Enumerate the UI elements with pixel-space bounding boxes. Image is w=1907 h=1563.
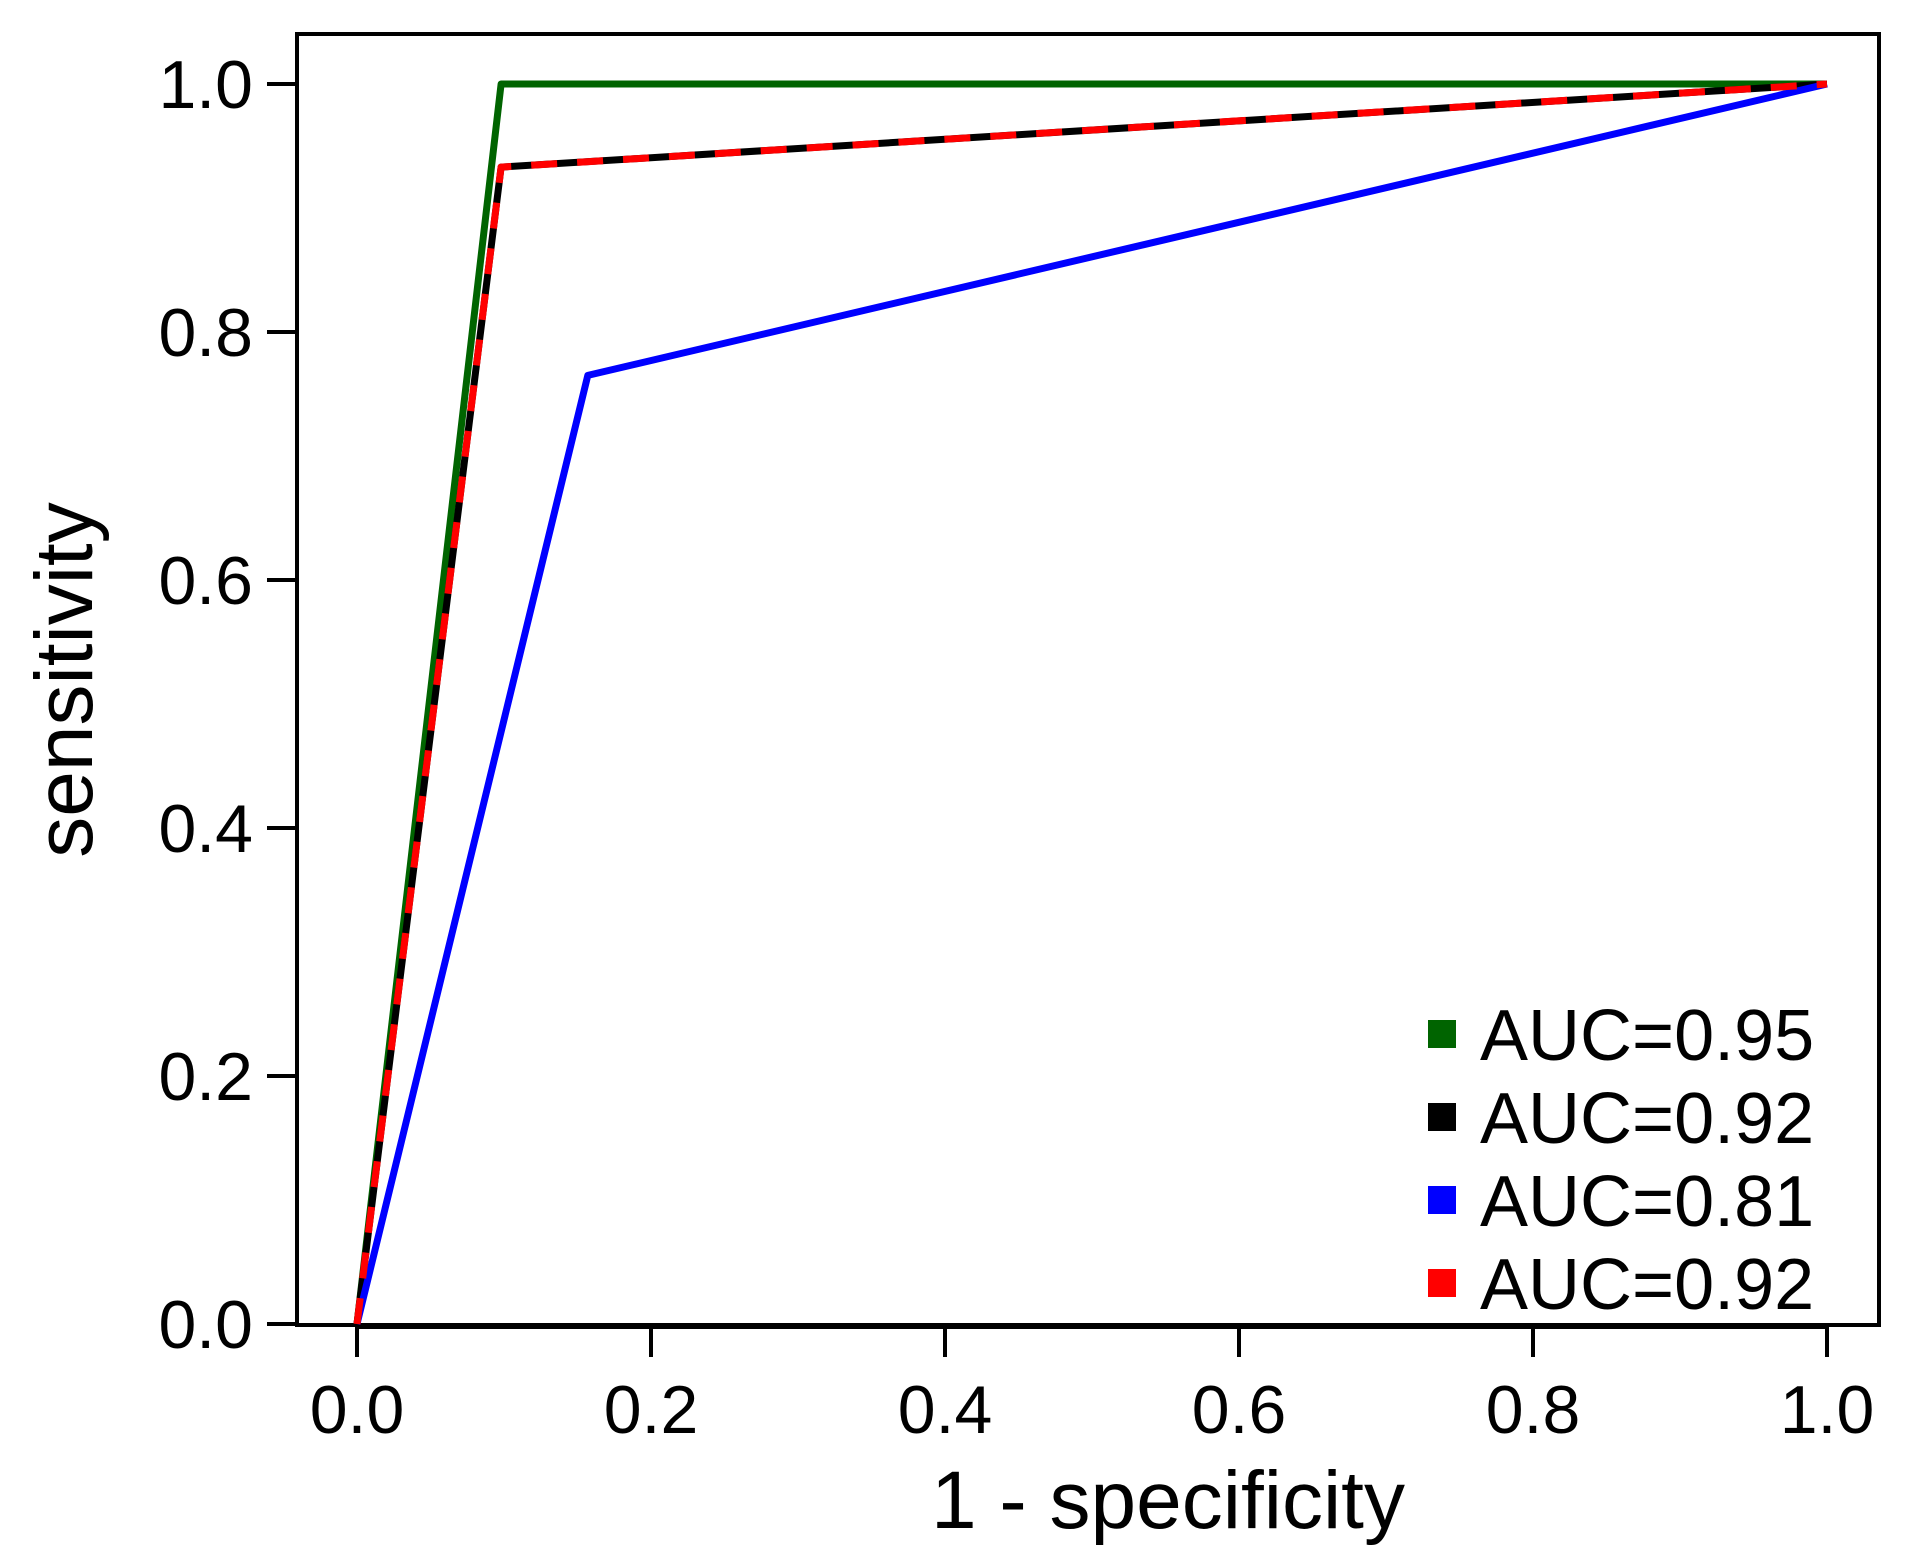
y-axis: 0.0 0.2 0.4 0.6 0.8 1.0 — [158, 47, 299, 1363]
legend-label: AUC=0.95 — [1480, 996, 1814, 1076]
y-tick-label: 0.4 — [158, 791, 253, 867]
x-tick-label: 1.0 — [1780, 1372, 1875, 1448]
x-tick-label: 0.6 — [1192, 1372, 1287, 1448]
legend-label: AUC=0.92 — [1480, 1245, 1814, 1325]
series-line-4 — [353, 80, 1828, 1325]
y-axis-label: sensitivity — [19, 502, 110, 857]
series-layer — [353, 80, 1828, 1325]
y-tick-label: 0.8 — [158, 295, 253, 371]
y-tick-label: 0.6 — [158, 543, 253, 619]
legend-label: AUC=0.92 — [1480, 1079, 1814, 1159]
legend-swatch — [1428, 1020, 1456, 1048]
legend-swatch — [1428, 1103, 1456, 1131]
x-tick-label: 0.2 — [604, 1372, 699, 1448]
y-tick-label: 1.0 — [158, 47, 253, 123]
x-tick-label: 0.4 — [898, 1372, 993, 1448]
y-tick-label: 0.0 — [158, 1287, 253, 1363]
x-tick-label: 0.8 — [1486, 1372, 1581, 1448]
x-axis: 0.0 0.2 0.4 0.6 0.8 1.0 — [310, 1325, 1875, 1448]
x-tick-label: 0.0 — [310, 1372, 405, 1448]
legend-label: AUC=0.81 — [1480, 1162, 1814, 1242]
x-axis-label: 1 - specificity — [931, 1455, 1405, 1546]
legend-swatch — [1428, 1186, 1456, 1214]
series-line-3 — [353, 80, 1828, 1325]
y-tick-label: 0.2 — [158, 1039, 253, 1115]
legend-swatch — [1428, 1269, 1456, 1297]
